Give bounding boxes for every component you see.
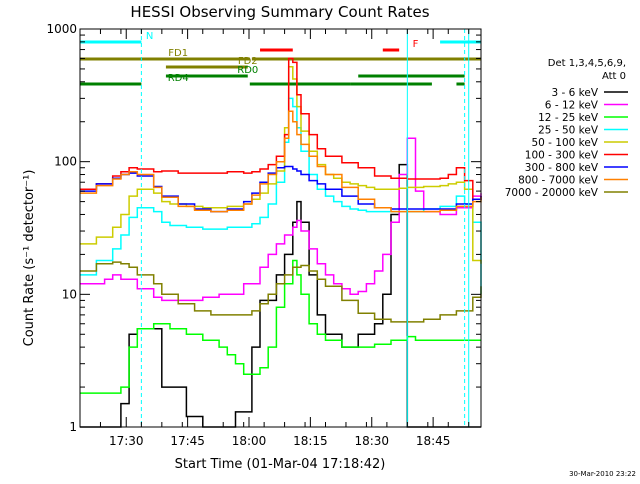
x-tick-label: 18:15	[293, 434, 328, 448]
flag-label: RD0	[237, 65, 258, 76]
flag-label: FD1	[168, 48, 188, 59]
legend-label-1: 6 - 12 keV	[545, 100, 599, 112]
x-axis-label: Start Time (01-Mar-04 17:18:42)	[175, 457, 386, 472]
legend-label-0: 3 - 6 keV	[551, 87, 598, 99]
axes: 1 10 100 1000 17:30 17:45 18:00 18:15 18:30 18:45	[46, 22, 481, 448]
legend-label-4: 50 - 100 keV	[531, 137, 598, 149]
chart-title: HESSI Observing Summary Count Rates	[130, 3, 429, 21]
legend-title-line: Det 1,3,4,5,6,9,	[548, 58, 626, 69]
x-tick-label: 18:30	[354, 434, 389, 448]
x-tick-label: 18:45	[416, 434, 451, 448]
y-tick-label: 10	[62, 287, 77, 301]
plot-frame	[79, 28, 482, 428]
y-tick-label: 100	[54, 155, 77, 169]
series-line-7	[80, 110, 482, 213]
flag-label: N	[146, 31, 153, 42]
legend-label-7: 800 - 7000 keV	[518, 175, 599, 187]
footer-timestamp: 30-Mar-2010 23:22	[569, 470, 636, 478]
vertical-markers	[140, 29, 470, 427]
legend-label-8: 7000 - 20000 keV	[505, 187, 599, 199]
flag-label: RD4	[168, 73, 189, 84]
legend-label-6: 300 - 800 keV	[525, 162, 599, 174]
x-tick-label: 17:30	[109, 434, 144, 448]
flag-label: FD2	[238, 56, 258, 67]
legend-label-2: 12 - 25 keV	[538, 112, 599, 124]
legend-title: Det 1,3,4,5,6,9, Att 0	[548, 58, 626, 82]
series-line-2	[80, 259, 481, 394]
series-line-8	[80, 261, 482, 323]
y-tick-label: 1	[69, 420, 77, 434]
legend-label-3: 25 - 50 keV	[538, 125, 599, 137]
y-tick-label: 1000	[46, 22, 77, 36]
x-tick-label: 17:45	[170, 434, 205, 448]
x-tick-label: 18:00	[232, 434, 267, 448]
legend-label-5: 100 - 300 keV	[525, 150, 599, 162]
flag-label: F	[413, 39, 419, 50]
series-line-5	[80, 57, 482, 201]
legend-title-line: Att 0	[602, 71, 626, 82]
y-axis-label: Count Rate (s⁻¹ detector⁻¹)	[22, 170, 37, 347]
